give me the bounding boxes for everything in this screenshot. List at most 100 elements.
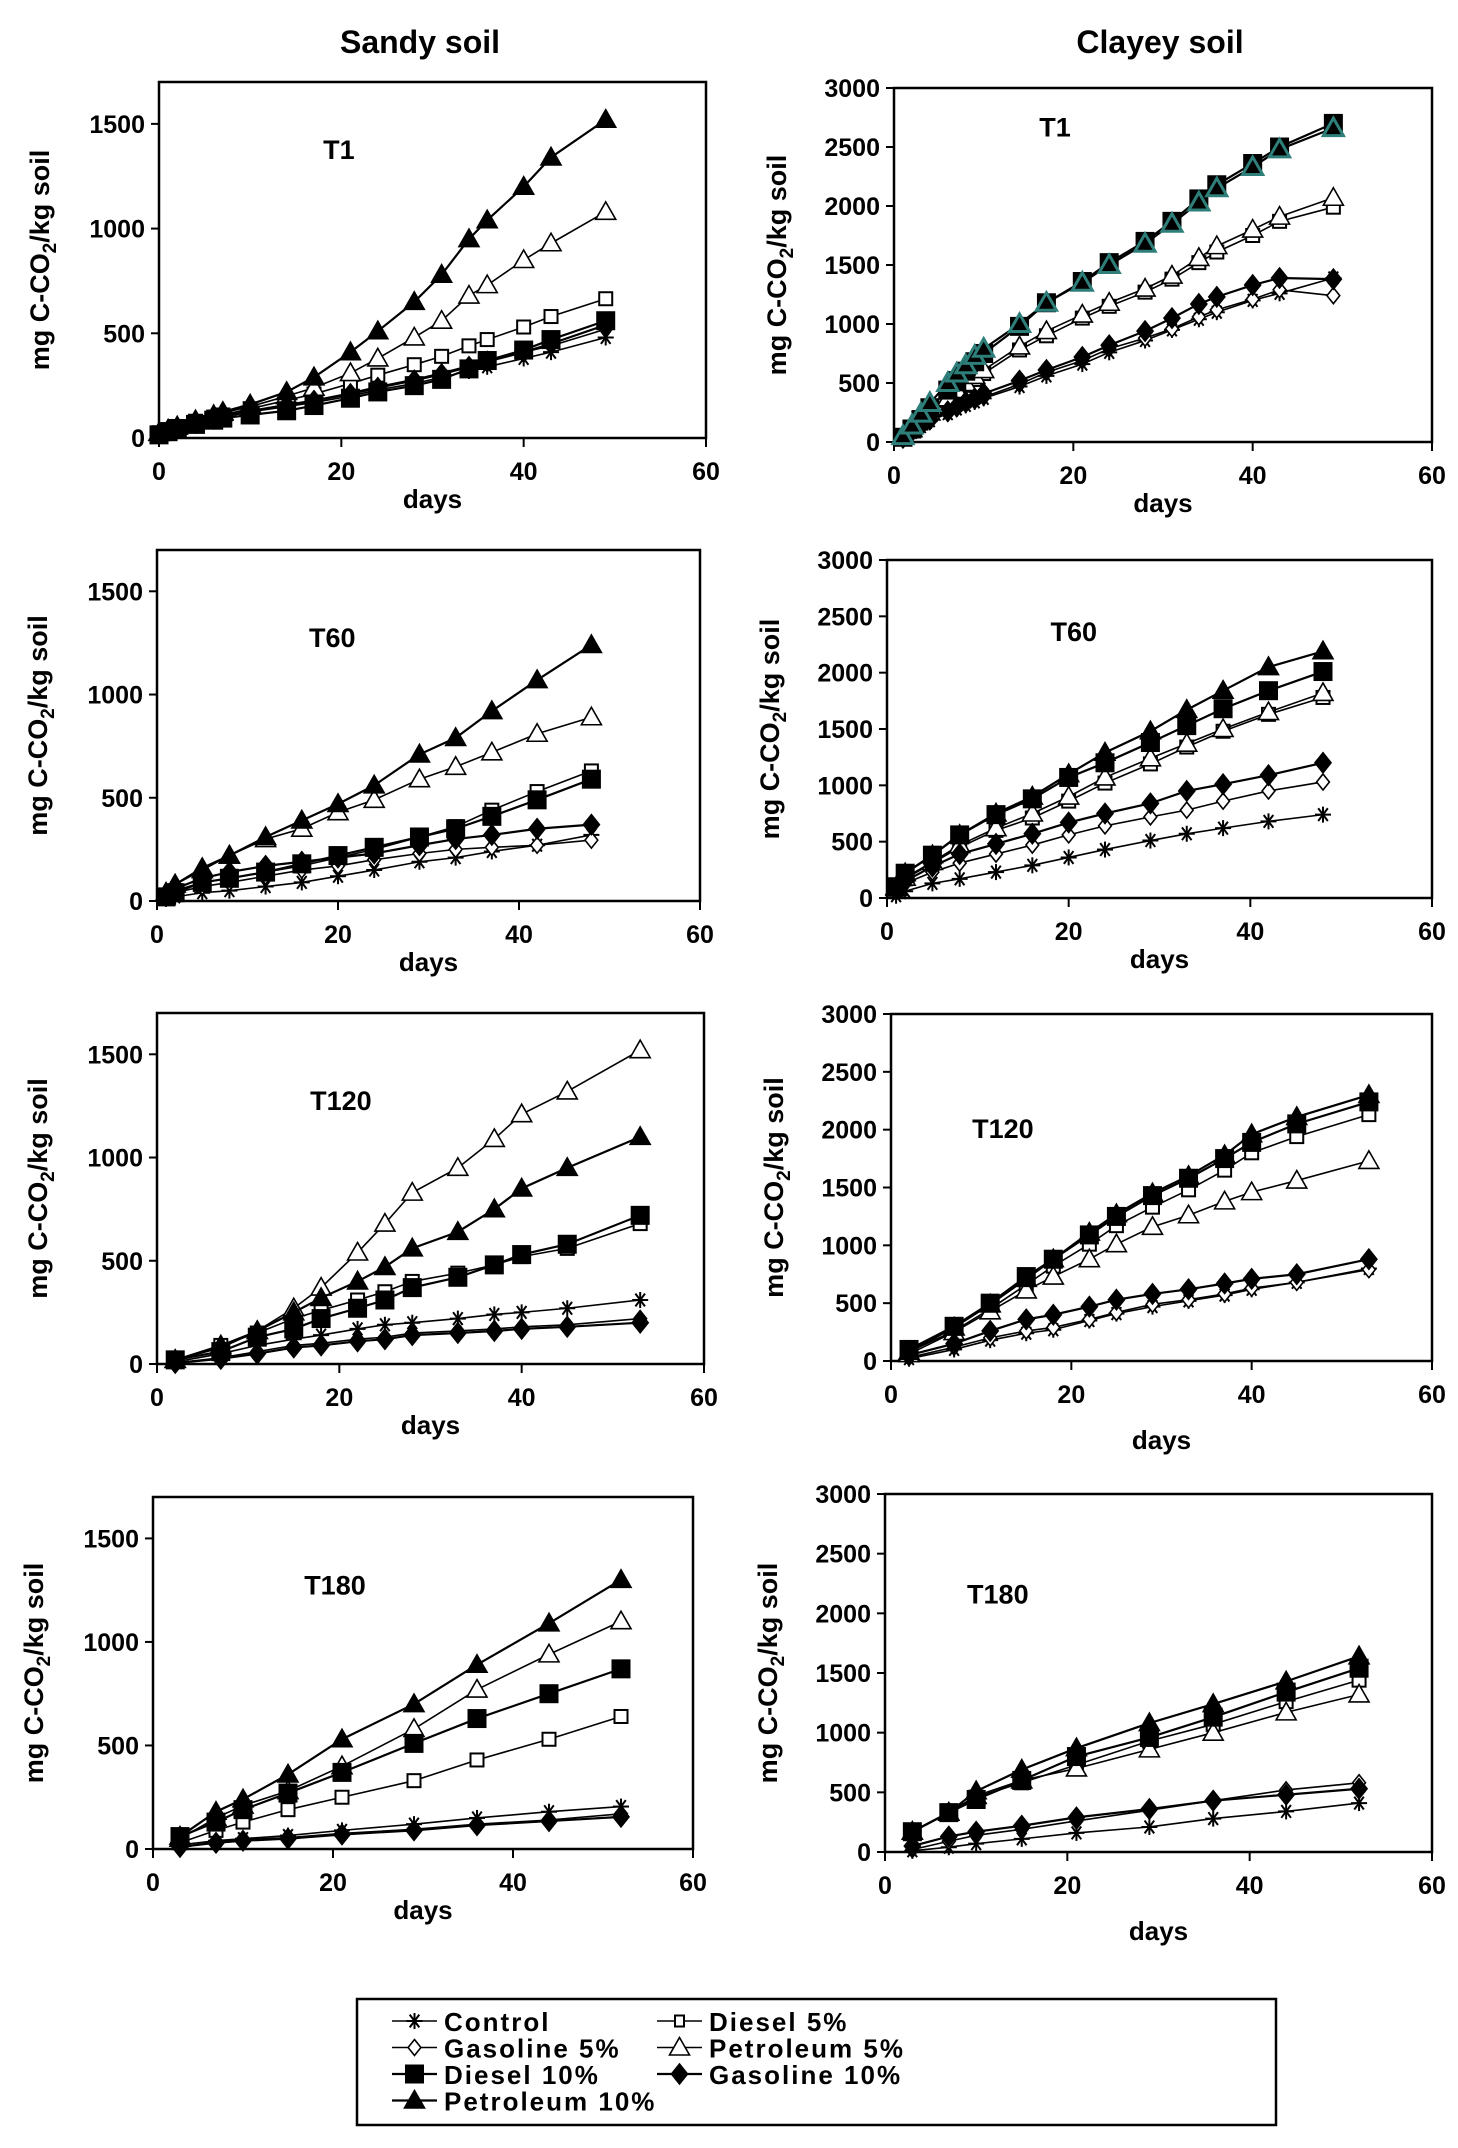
data-point <box>1045 1318 1061 1337</box>
data-point <box>1067 1806 1086 1829</box>
data-point <box>951 870 968 887</box>
panel-sandy-t1: 0 500 1000 1500 0 20 40 60 days mg C-CO2/kg soil T… <box>25 80 720 514</box>
legend-marker-icon <box>403 2088 426 2109</box>
y-axis-label: mg C-CO2/kg soil <box>762 155 798 376</box>
data-point <box>1010 1758 1034 1778</box>
data-point <box>1097 291 1121 312</box>
data-point <box>942 1315 966 1336</box>
series-line <box>908 1160 1370 1355</box>
data-point <box>402 1692 426 1713</box>
data-point <box>964 1779 988 1800</box>
y-tick-label: 1000 <box>87 1145 143 1173</box>
data-point <box>900 1820 924 1841</box>
data-point <box>1179 800 1195 820</box>
data-point <box>1287 1262 1306 1286</box>
data-point <box>402 325 426 346</box>
data-point <box>611 1659 631 1679</box>
data-point <box>1081 1310 1097 1329</box>
data-point <box>482 823 501 847</box>
data-point <box>1178 825 1195 842</box>
y-tick-label: 1000 <box>821 1232 877 1260</box>
data-point <box>510 1102 534 1123</box>
data-point <box>1077 1247 1101 1268</box>
data-point <box>594 108 618 128</box>
data-point <box>1141 1818 1158 1835</box>
data-point <box>1065 1736 1088 1757</box>
y-tick-label: 3000 <box>821 1001 877 1029</box>
data-point <box>444 755 468 776</box>
data-point <box>348 1298 368 1318</box>
legend-entry-diesel-5: Diesel 5% <box>657 2007 848 2037</box>
data-point <box>1324 267 1343 291</box>
legend-marker-icon <box>406 2013 423 2029</box>
y-axis-label: mg C-CO2/kg soil <box>25 150 61 371</box>
data-point <box>525 722 549 743</box>
panel-sandy-t180: 0 500 1000 1500 0 20 40 60 days mg C-CO2/kg soil T… <box>19 1495 707 1925</box>
data-point <box>512 175 536 196</box>
data-point <box>278 1783 298 1803</box>
data-point <box>1057 784 1081 805</box>
y-tick-label: 500 <box>103 320 145 348</box>
panel-title: T180 <box>304 1570 366 1600</box>
x-tick-label: 40 <box>1236 1872 1264 1900</box>
data-point <box>632 1291 649 1308</box>
data-point <box>1351 1795 1368 1812</box>
data-point <box>1187 246 1211 267</box>
data-point <box>609 1568 633 1589</box>
data-point <box>220 860 239 884</box>
plot-frame <box>885 558 1434 900</box>
x-tick-label: 40 <box>505 921 533 949</box>
data-point <box>1041 1264 1065 1285</box>
y-tick-label: 500 <box>829 1779 871 1807</box>
data-point <box>537 1611 561 1632</box>
data-point <box>1041 1247 1065 1268</box>
y-axis-label: mg C-CO2/kg soil <box>23 615 59 836</box>
legend-entry-gasoline-5: Gasoline 5% <box>392 2034 619 2064</box>
series-diesel-5 <box>172 1708 629 1851</box>
data-point <box>582 813 601 836</box>
data-point <box>1311 681 1335 702</box>
data-point <box>1160 264 1184 284</box>
data-point <box>1096 251 1122 274</box>
y-tick-label: 3000 <box>824 75 880 103</box>
y-tick-label: 0 <box>866 429 880 457</box>
x-tick-label: 0 <box>878 1872 892 1900</box>
legend-label: Diesel 5% <box>709 2007 848 2037</box>
data-point <box>1241 217 1265 238</box>
x-tick-label: 40 <box>1236 918 1264 946</box>
data-point <box>539 1809 559 1833</box>
data-point <box>543 309 559 325</box>
data-point <box>1240 1122 1264 1143</box>
data-point <box>211 400 235 421</box>
y-tick-label: 0 <box>129 888 143 916</box>
data-point <box>1321 186 1345 207</box>
data-point <box>1242 1267 1261 1291</box>
series-gasoline-10 <box>893 266 1343 450</box>
y-axis-label: mg C-CO2/kg soil <box>19 1563 55 1784</box>
y-tick-label: 500 <box>97 1732 139 1760</box>
data-point <box>978 1292 1002 1313</box>
data-point <box>1274 1669 1298 1690</box>
data-point <box>1143 1282 1162 1306</box>
data-point <box>580 705 603 726</box>
data-point <box>1213 1189 1236 1210</box>
data-point <box>1095 802 1115 825</box>
x-tick-label: 40 <box>499 1869 527 1897</box>
data-point <box>406 1773 422 1789</box>
data-point <box>467 1813 487 1837</box>
data-point <box>1205 234 1229 255</box>
legend-label: Diesel 10% <box>444 2060 600 2090</box>
x-tick-label: 0 <box>150 921 164 949</box>
data-point <box>1070 302 1094 323</box>
data-point <box>311 1309 331 1329</box>
data-point <box>339 340 362 361</box>
data-point <box>400 1236 424 1257</box>
data-point <box>631 1311 650 1334</box>
legend-label: Petroleum 5% <box>709 2034 905 2064</box>
data-point <box>403 1323 422 1347</box>
data-point <box>233 1829 253 1852</box>
data-point <box>238 392 262 413</box>
data-point <box>1142 832 1159 849</box>
data-point <box>404 1819 424 1842</box>
data-point <box>1024 857 1041 874</box>
